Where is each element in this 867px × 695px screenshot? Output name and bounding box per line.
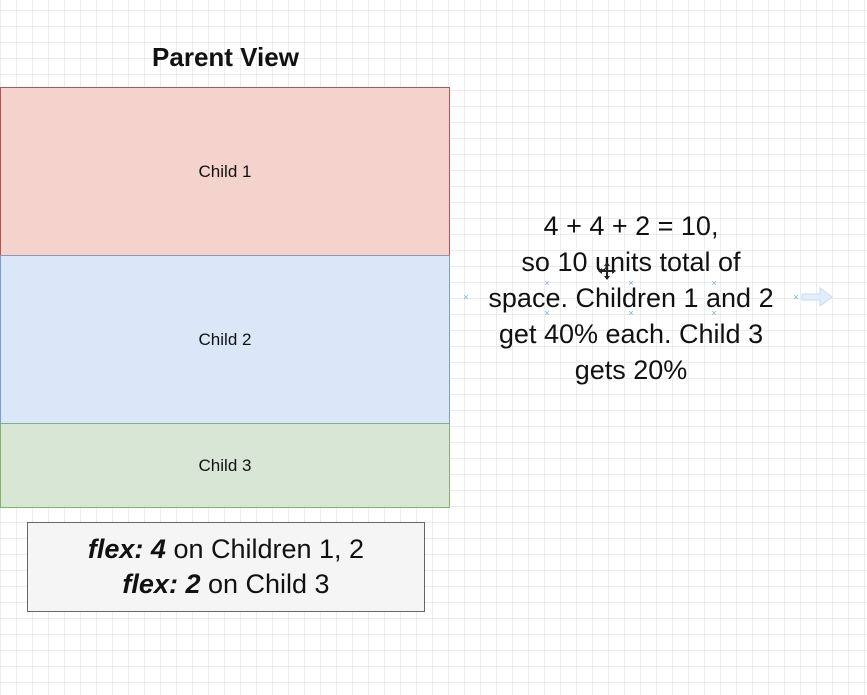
explanation-line: gets 20% xyxy=(574,355,688,385)
explanation-line: 4 + 4 + 2 = 10, xyxy=(543,211,719,241)
child-1-box[interactable]: Child 1 xyxy=(0,87,450,256)
explanation-line: space. Children 1 and 2 xyxy=(488,283,774,313)
flex-note-box[interactable]: flex: 4 on Children 1, 2 flex: 2 on Chil… xyxy=(27,522,425,612)
parent-view-title: Parent View xyxy=(152,42,299,72)
note-line-1-rest: on Children 1, 2 xyxy=(165,534,365,564)
note-line-2: flex: 2 on Child 3 xyxy=(122,567,329,602)
move-icon[interactable] xyxy=(597,261,617,281)
child-2-box[interactable]: Child 2 xyxy=(0,255,450,424)
selection-handle[interactable]: × xyxy=(711,278,717,288)
note-line-1-key: flex: 4 xyxy=(87,534,166,564)
selection-handle[interactable]: × xyxy=(463,292,469,302)
selection-handle[interactable]: × xyxy=(711,308,717,318)
explanation-text[interactable]: 4 + 4 + 2 = 10, so 10 units total of spa… xyxy=(455,208,807,388)
child-3-box[interactable]: Child 3 xyxy=(0,423,450,508)
child-1-label: Child 1 xyxy=(198,161,252,181)
arrow-right-icon[interactable] xyxy=(800,284,834,310)
child-3-label: Child 3 xyxy=(198,455,252,475)
note-line-2-key: flex: 2 xyxy=(122,569,201,599)
selection-handle[interactable]: × xyxy=(628,308,634,318)
note-line-2-rest: on Child 3 xyxy=(200,569,330,599)
explanation-line: so 10 units total of xyxy=(521,247,741,277)
selection-handle[interactable]: × xyxy=(793,292,799,302)
selection-handle[interactable]: × xyxy=(544,308,550,318)
selection-handle[interactable]: × xyxy=(544,278,550,288)
note-line-1: flex: 4 on Children 1, 2 xyxy=(88,532,364,567)
child-2-label: Child 2 xyxy=(198,329,252,349)
explanation-line: get 40% each. Child 3 xyxy=(498,319,764,349)
selection-handle[interactable]: × xyxy=(628,278,634,288)
